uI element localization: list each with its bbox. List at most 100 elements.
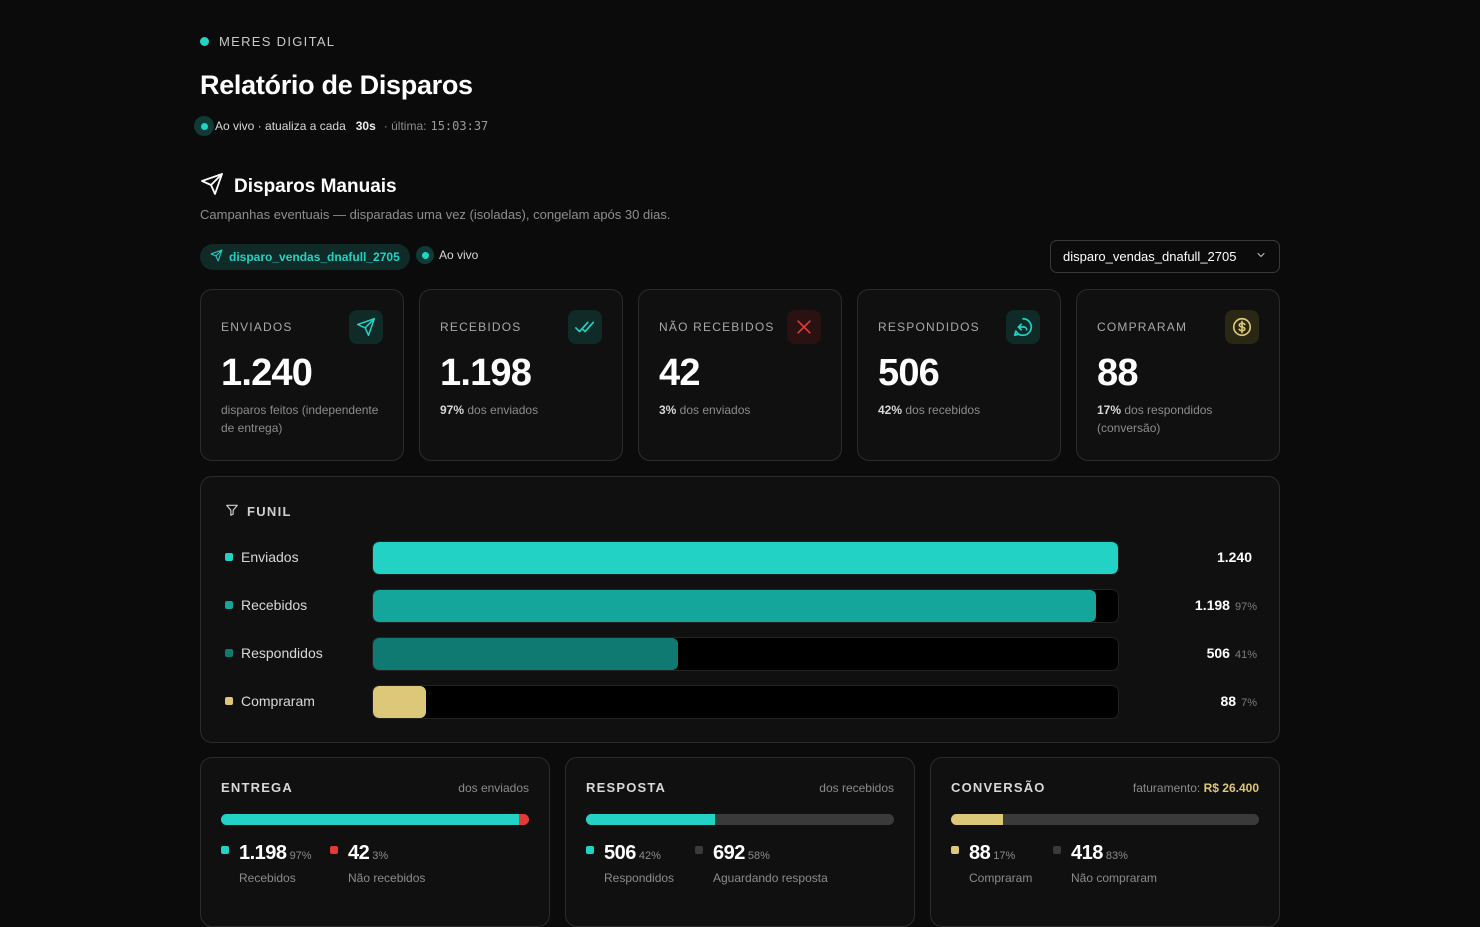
legend-swatch: [225, 601, 233, 609]
funnel-row-value: 506: [1206, 645, 1230, 661]
brand: MERES DIGITAL: [200, 34, 335, 49]
kpi-value: 42: [659, 352, 700, 394]
breakdown-label: Respondidos: [604, 871, 675, 885]
kpi-desc: 42% dos recebidos: [878, 403, 981, 417]
revenue-value: R$ 26.400: [1203, 781, 1259, 795]
breakdown-bar-segment: [221, 814, 519, 825]
double-check-icon: [568, 310, 602, 344]
kpi-card-respondidos: RESPONDIDOS 506 42% dos recebidos: [857, 289, 1061, 461]
funnel-row-pct: 41%: [1234, 649, 1257, 661]
funnel-row-value: 1.240: [1216, 549, 1252, 565]
breakdown-label: Não compraram: [1071, 871, 1158, 885]
kpi-label: RECEBIDOS: [440, 320, 522, 334]
kpi-label: NÃO RECEBIDOS: [659, 320, 775, 334]
breakdown-label: Aguardando resposta: [713, 871, 828, 885]
funnel-bar-track: [372, 541, 1119, 575]
funnel-row: Enviados 1.240: [225, 541, 1257, 575]
breakdown-pct: 97%: [289, 850, 312, 862]
kpi-card-nao-recebidos: NÃO RECEBIDOS 42 3% dos enviados: [638, 289, 842, 461]
kpi-value: 88: [1097, 352, 1138, 394]
legend-swatch: [225, 649, 233, 657]
breakdown-value: 42: [348, 842, 370, 864]
campaign-select-value: disparo_vendas_dnafull_2705: [1063, 249, 1237, 264]
kpi-card-compraram: COMPRARAM 88 17% dos respondidos (conver…: [1076, 289, 1280, 461]
live-pulse-icon: [194, 116, 214, 136]
refresh-interval: 30s: [355, 119, 376, 133]
breakdown-hint: dos enviados: [458, 781, 529, 795]
funnel-row-value: 88: [1220, 693, 1237, 709]
funnel-bar-fill: [373, 542, 1118, 574]
campaign-select[interactable]: disparo_vendas_dnafull_2705: [1050, 240, 1280, 273]
kpi-card-recebidos: RECEBIDOS 1.198 97% dos enviados: [419, 289, 623, 461]
breakdown-pct: 58%: [747, 850, 770, 862]
live-status-text: Ao vivo · atualiza a cada: [215, 119, 346, 133]
breakdown-value: 506: [604, 842, 636, 864]
kpi-desc: 17% dos respondidos (conversão): [1097, 403, 1213, 435]
funnel-row: Respondidos 506 41%: [225, 637, 1257, 671]
section-title: Disparos Manuais: [234, 176, 397, 197]
breakdown-card-entrega: ENTREGA dos enviados 1.198 97% Recebidos 4…: [200, 757, 550, 927]
breakdown-pct: 83%: [1105, 850, 1128, 862]
page-title: Relatório de Disparos: [200, 70, 473, 100]
breakdown-cards: ENTREGA dos enviados 1.198 97% Recebidos 4…: [200, 757, 1280, 927]
funnel-bar-track: [372, 637, 1119, 671]
breakdown-bar: [951, 814, 1259, 825]
breakdown-label: Não recebidos: [348, 871, 426, 885]
last-update-label: · última:: [383, 119, 427, 133]
breakdown-bar-segment: [518, 814, 529, 825]
legend-swatch: [225, 697, 233, 705]
legend-swatch: [225, 553, 233, 561]
breakdown-bar: [221, 814, 529, 825]
breakdown-pct: 17%: [993, 850, 1016, 862]
chevron-down-icon: [1255, 249, 1267, 264]
breakdown-label: Compraram: [969, 871, 1033, 885]
kpi-value: 1.240: [221, 352, 313, 394]
kpi-desc: 3% dos enviados: [659, 403, 751, 417]
funnel-bar-fill: [373, 638, 679, 670]
brand-dot-icon: [200, 37, 209, 46]
section-header: Disparos Manuais: [200, 172, 397, 202]
breakdown-hint: dos recebidos: [819, 781, 894, 795]
funnel-row-pct: 97%: [1234, 601, 1257, 613]
breakdown-pct: 42%: [638, 850, 661, 862]
funnel-row-label: Compraram: [241, 693, 315, 709]
breakdown-card-conversao: CONVERSÃO faturamento: R$ 26.400 88 17% Co…: [930, 757, 1280, 927]
campaign-chip[interactable]: disparo_vendas_dnafull_2705: [200, 244, 410, 270]
campaign-live-label: Ao vivo: [439, 248, 479, 262]
funnel-row-label: Enviados: [241, 549, 299, 565]
x-icon: [787, 310, 821, 344]
breakdown-item: 42 3% Não recebidos: [330, 842, 425, 885]
breakdown-item: 692 58% Aguardando resposta: [695, 842, 828, 885]
breakdown-bar-segment: [1003, 814, 1259, 825]
breakdown-item: 506 42% Respondidos: [586, 842, 695, 885]
live-pulse-icon: [416, 246, 434, 264]
reply-icon: [1006, 310, 1040, 344]
kpi-cards: ENVIADOS 1.240 disparos feitos (independ…: [200, 289, 1280, 461]
campaign-chip-label: disparo_vendas_dnafull_2705: [229, 250, 400, 264]
revenue-hint: faturamento: R$ 26.400: [1132, 781, 1259, 795]
breakdown-title: RESPOSTA: [586, 780, 667, 795]
breakdown-card-resposta: RESPOSTA dos recebidos 506 42% Respondidos…: [565, 757, 915, 927]
kpi-label: COMPRARAM: [1097, 320, 1188, 334]
kpi-desc: disparos feitos (independente de entrega…: [221, 403, 379, 435]
kpi-card-enviados: ENVIADOS 1.240 disparos feitos (independ…: [200, 289, 404, 461]
breakdown-pct: 3%: [372, 850, 389, 862]
funnel-row-value: 1.198: [1194, 597, 1230, 613]
funnel-row: Compraram 88 7%: [225, 685, 1257, 719]
funnel-bar-fill: [373, 590, 1097, 622]
funnel-title: FUNIL: [225, 503, 292, 520]
campaign-live-badge: Ao vivo: [416, 246, 478, 264]
send-icon: [210, 249, 223, 265]
dollar-icon: [1225, 310, 1259, 344]
send-icon: [349, 310, 383, 344]
section-subtitle: Campanhas eventuais — disparadas uma vez…: [200, 207, 671, 222]
filter-icon: [225, 503, 239, 520]
breakdown-value: 692: [713, 842, 745, 864]
kpi-desc: 97% dos enviados: [440, 403, 539, 417]
funnel-bar-fill: [373, 686, 426, 718]
kpi-label: ENVIADOS: [221, 320, 293, 334]
funnel-bar-track: [372, 589, 1119, 623]
breakdown-bar-segment: [715, 814, 894, 825]
kpi-label: RESPONDIDOS: [878, 320, 980, 334]
brand-name: MERES DIGITAL: [219, 34, 336, 49]
